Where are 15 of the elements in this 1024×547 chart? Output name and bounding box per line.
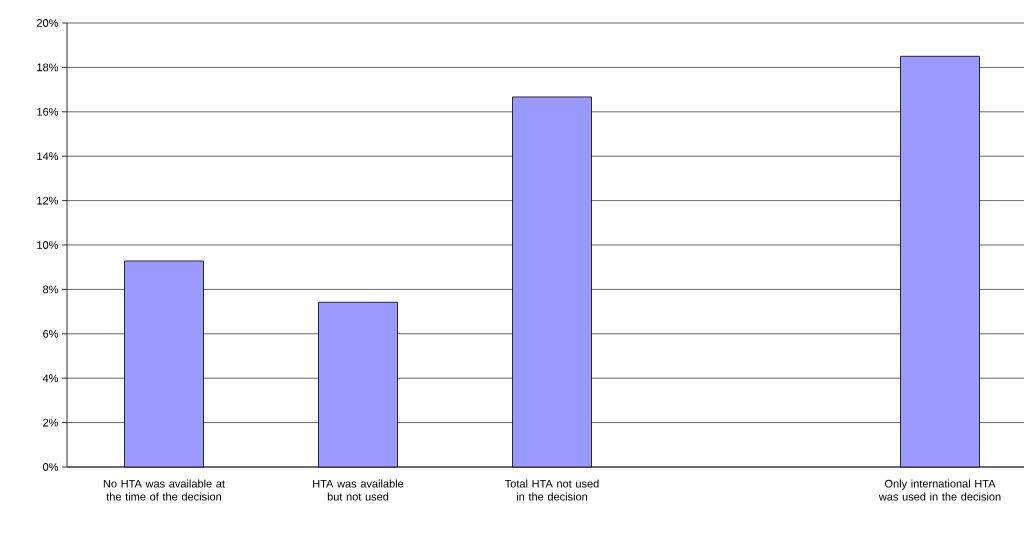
y-tick-label: 2% bbox=[43, 418, 59, 427]
y-tick-label: 10% bbox=[37, 241, 59, 249]
y-tick-label: 4% bbox=[42, 374, 59, 383]
y-tick-label: 14% bbox=[37, 152, 59, 161]
y-tick-label: 6% bbox=[43, 329, 59, 338]
x-tick-label: No HTA was available at the time of the decision bbox=[103, 479, 225, 501]
x-tick-label: Total HTA not used in the decision bbox=[504, 479, 599, 501]
y-tick-label: 0% bbox=[43, 463, 59, 471]
y-tick-label: 8% bbox=[43, 285, 59, 294]
y-tick-label: 12% bbox=[37, 196, 59, 205]
y-tick-label: 16% bbox=[37, 107, 59, 116]
y-tick-label: 20% bbox=[37, 19, 59, 27]
x-tick-label: HTA was available but not used bbox=[313, 479, 404, 501]
y-tick-label: 18% bbox=[37, 63, 59, 72]
x-tick-label: Only international HTA was used in the decision bbox=[878, 479, 1001, 501]
